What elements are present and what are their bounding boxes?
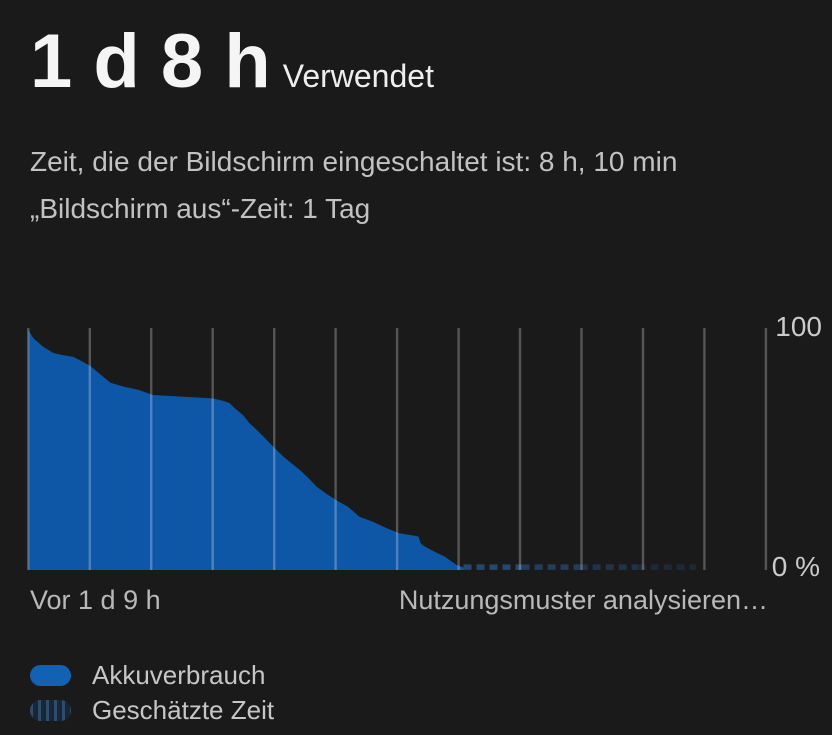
chart-legend: Akkuverbrauch Geschätzte Zeit	[30, 658, 274, 728]
legend-battery-usage-label: Akkuverbrauch	[92, 660, 266, 690]
legend-estimated-time-label: Geschätzte Zeit	[92, 695, 275, 725]
usage-header: 1 d 8 h Verwendet	[30, 18, 434, 105]
x-axis-start-label: Vor 1 d 9 h	[30, 585, 161, 615]
battery-usage-swatch-icon	[30, 665, 71, 686]
estimated-time-swatch-icon	[30, 700, 71, 721]
y-axis-min-label: 0 %	[771, 551, 820, 582]
battery-level-chart	[27, 328, 768, 570]
screen-off-time-text: „Bildschirm aus“-Zeit: 1 Tag	[30, 193, 371, 224]
usage-duration-caption: Verwendet	[282, 58, 434, 94]
usage-duration: 1 d 8 h	[30, 19, 271, 104]
legend-item-battery-usage: Akkuverbrauch	[30, 658, 274, 693]
legend-item-estimated-time: Geschätzte Zeit	[30, 693, 274, 728]
y-axis-max-label: 100	[775, 311, 822, 342]
usage-details: Zeit, die der Bildschirm eingeschaltet i…	[30, 138, 677, 232]
x-axis-end-label: Nutzungsmuster analysieren…	[398, 585, 768, 615]
screen-on-time-text: Zeit, die der Bildschirm eingeschaltet i…	[30, 146, 678, 177]
